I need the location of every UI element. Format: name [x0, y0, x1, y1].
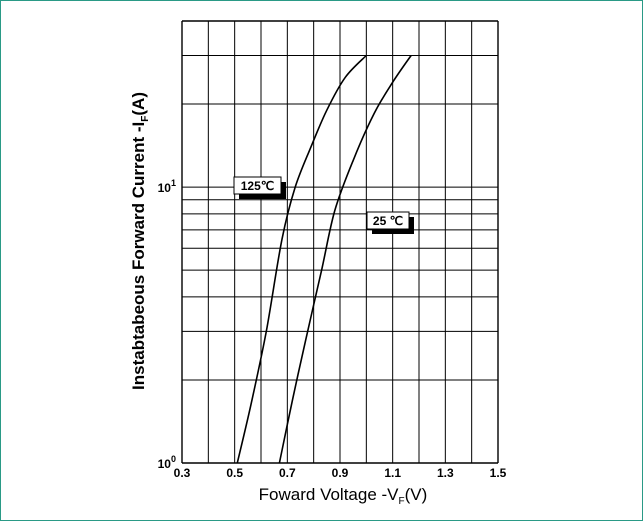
y-tick-label: 100 [158, 454, 176, 471]
series-tag-box [366, 211, 410, 230]
x-tick-label: 0.9 [332, 466, 349, 480]
series-tag-0: 125℃ [233, 176, 286, 199]
x-axis-label-unit: (V) [405, 485, 428, 504]
series-curves [236, 54, 412, 464]
y-axis-label-unit: (A) [129, 92, 148, 116]
grid-lines [181, 20, 499, 464]
tick-labels: 0.3 0.5 0.7 0.9 1.1 1.3 1.5 100 101 [158, 178, 507, 480]
y-tick-label: 101 [158, 178, 176, 195]
series-line-0 [236, 54, 367, 464]
series-tag-1: 25 ℃ [366, 211, 414, 234]
x-tick-label: 1.1 [384, 466, 401, 480]
x-tick-label: 1.5 [490, 466, 507, 480]
y-axis-label: Instabtabeous Forward Current -I [129, 122, 148, 390]
x-tick-label: 0.5 [226, 466, 243, 480]
x-tick-label: 1.3 [437, 466, 454, 480]
series-tag-label: 125℃ [241, 179, 275, 193]
x-axis-label: Foward Voltage -V [259, 485, 400, 504]
series-labels: 125℃ 25 ℃ [233, 176, 414, 234]
x-tick-label: 0.3 [174, 466, 191, 480]
series-tag-box [233, 176, 282, 195]
series-tag-label: 25 ℃ [373, 214, 403, 228]
series-line-1 [278, 55, 412, 464]
x-axis-title: Foward Voltage -VF(V) [259, 485, 428, 507]
y-axis-label-subscript: F [140, 116, 151, 122]
x-tick-label: 0.7 [279, 466, 296, 480]
y-axis-title: Instabtabeous Forward Current -IF(A) [129, 92, 151, 390]
x-axis-label-subscript: F [399, 496, 405, 507]
